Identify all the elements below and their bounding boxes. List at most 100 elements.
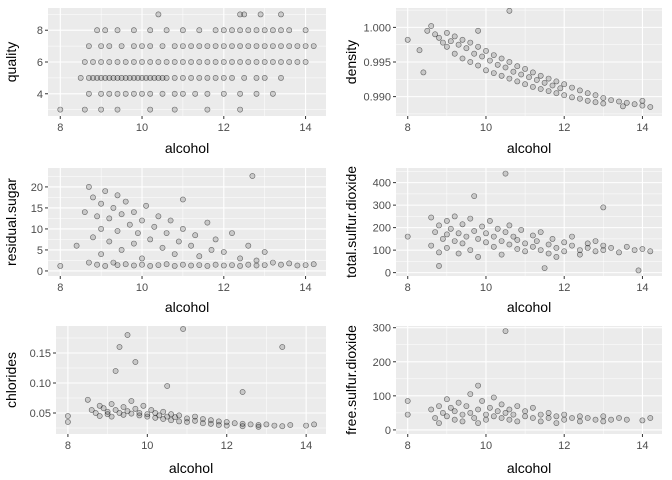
data-point [561,239,568,246]
data-point [631,247,638,253]
data-point [432,31,438,38]
data-point [163,261,170,268]
data-point [506,406,513,413]
data-point [116,344,123,350]
data-point [139,90,145,97]
data-point [257,11,264,18]
data-point [132,359,139,365]
data-point [494,225,501,232]
data-point [261,59,268,65]
data-point [118,43,125,49]
data-point [278,43,284,49]
data-point [494,61,501,68]
data-point [110,204,117,211]
data-point [577,95,583,102]
y-tick-label: 400 [373,178,391,190]
data-point [110,75,117,81]
y-tick-label: 0.10 [30,378,51,390]
data-point [106,238,113,245]
data-point [600,247,607,253]
data-point [577,418,583,425]
data-point [122,75,129,81]
data-point [196,43,203,49]
data-point [148,407,155,413]
data-point [518,71,525,78]
data-point [483,416,489,423]
data-point [94,75,100,81]
y-tick-label: 10 [31,224,43,236]
x-tick-label: 8 [405,282,411,294]
data-point [253,257,260,264]
data-point [310,43,317,49]
data-point [130,27,137,34]
data-point [212,236,219,243]
x-tick-label: 14 [636,440,648,452]
data-point [569,242,575,249]
y-axis-title: total.sulfur.dioxide [343,166,359,278]
data-point [600,204,607,211]
data-point [451,408,458,415]
y-axis-title: chlorides [3,352,19,408]
data-point [212,27,219,34]
data-point [155,75,162,81]
data-point [98,106,104,113]
data-point [255,422,262,428]
data-point [196,262,203,268]
data-point [510,233,517,240]
data-point [530,84,536,90]
data-point [261,43,268,49]
data-point [192,232,199,239]
data-point [302,59,309,65]
data-point [486,57,493,64]
data-point [510,68,517,75]
data-point [537,229,544,235]
data-point [81,59,88,65]
data-point [245,27,252,34]
x-tick-label: 10 [480,122,492,134]
data-point [502,328,509,334]
data-point [128,410,135,417]
data-point [176,418,182,425]
data-point [212,43,219,49]
data-point [545,415,552,421]
x-tick-label: 12 [558,282,570,294]
data-point [526,74,532,81]
data-point [623,416,630,423]
data-point [204,106,211,113]
data-point [592,416,599,423]
x-tick-label: 8 [405,440,411,452]
data-point [143,202,149,209]
data-point [120,411,127,418]
data-point [475,420,481,426]
data-point [494,408,501,415]
data-point [424,27,431,34]
data-point [451,238,458,244]
data-point [271,422,278,429]
y-tick-label: 300 [373,323,391,335]
data-point [451,50,458,57]
data-point [106,75,113,81]
data-point [471,193,478,199]
data-point [229,75,235,81]
data-point [639,246,646,252]
data-point [467,59,474,65]
panel-background [396,168,662,276]
data-point [130,43,137,49]
data-point [455,399,462,406]
data-point [443,30,450,36]
data-point [286,260,293,267]
data-point [443,217,450,224]
x-tick-label: 10 [141,440,153,452]
data-point [196,27,203,34]
data-point [404,233,411,240]
data-point [577,413,583,420]
data-point [584,415,591,421]
data-point [483,67,489,74]
panel-density: 8 10 12 14 0.990 0.995 1.000 alcohol density [343,8,662,156]
data-point [269,90,276,97]
data-point [220,43,227,49]
x-tick-label: 8 [65,440,71,452]
x-tick-label: 12 [218,282,230,294]
data-point [114,27,121,34]
